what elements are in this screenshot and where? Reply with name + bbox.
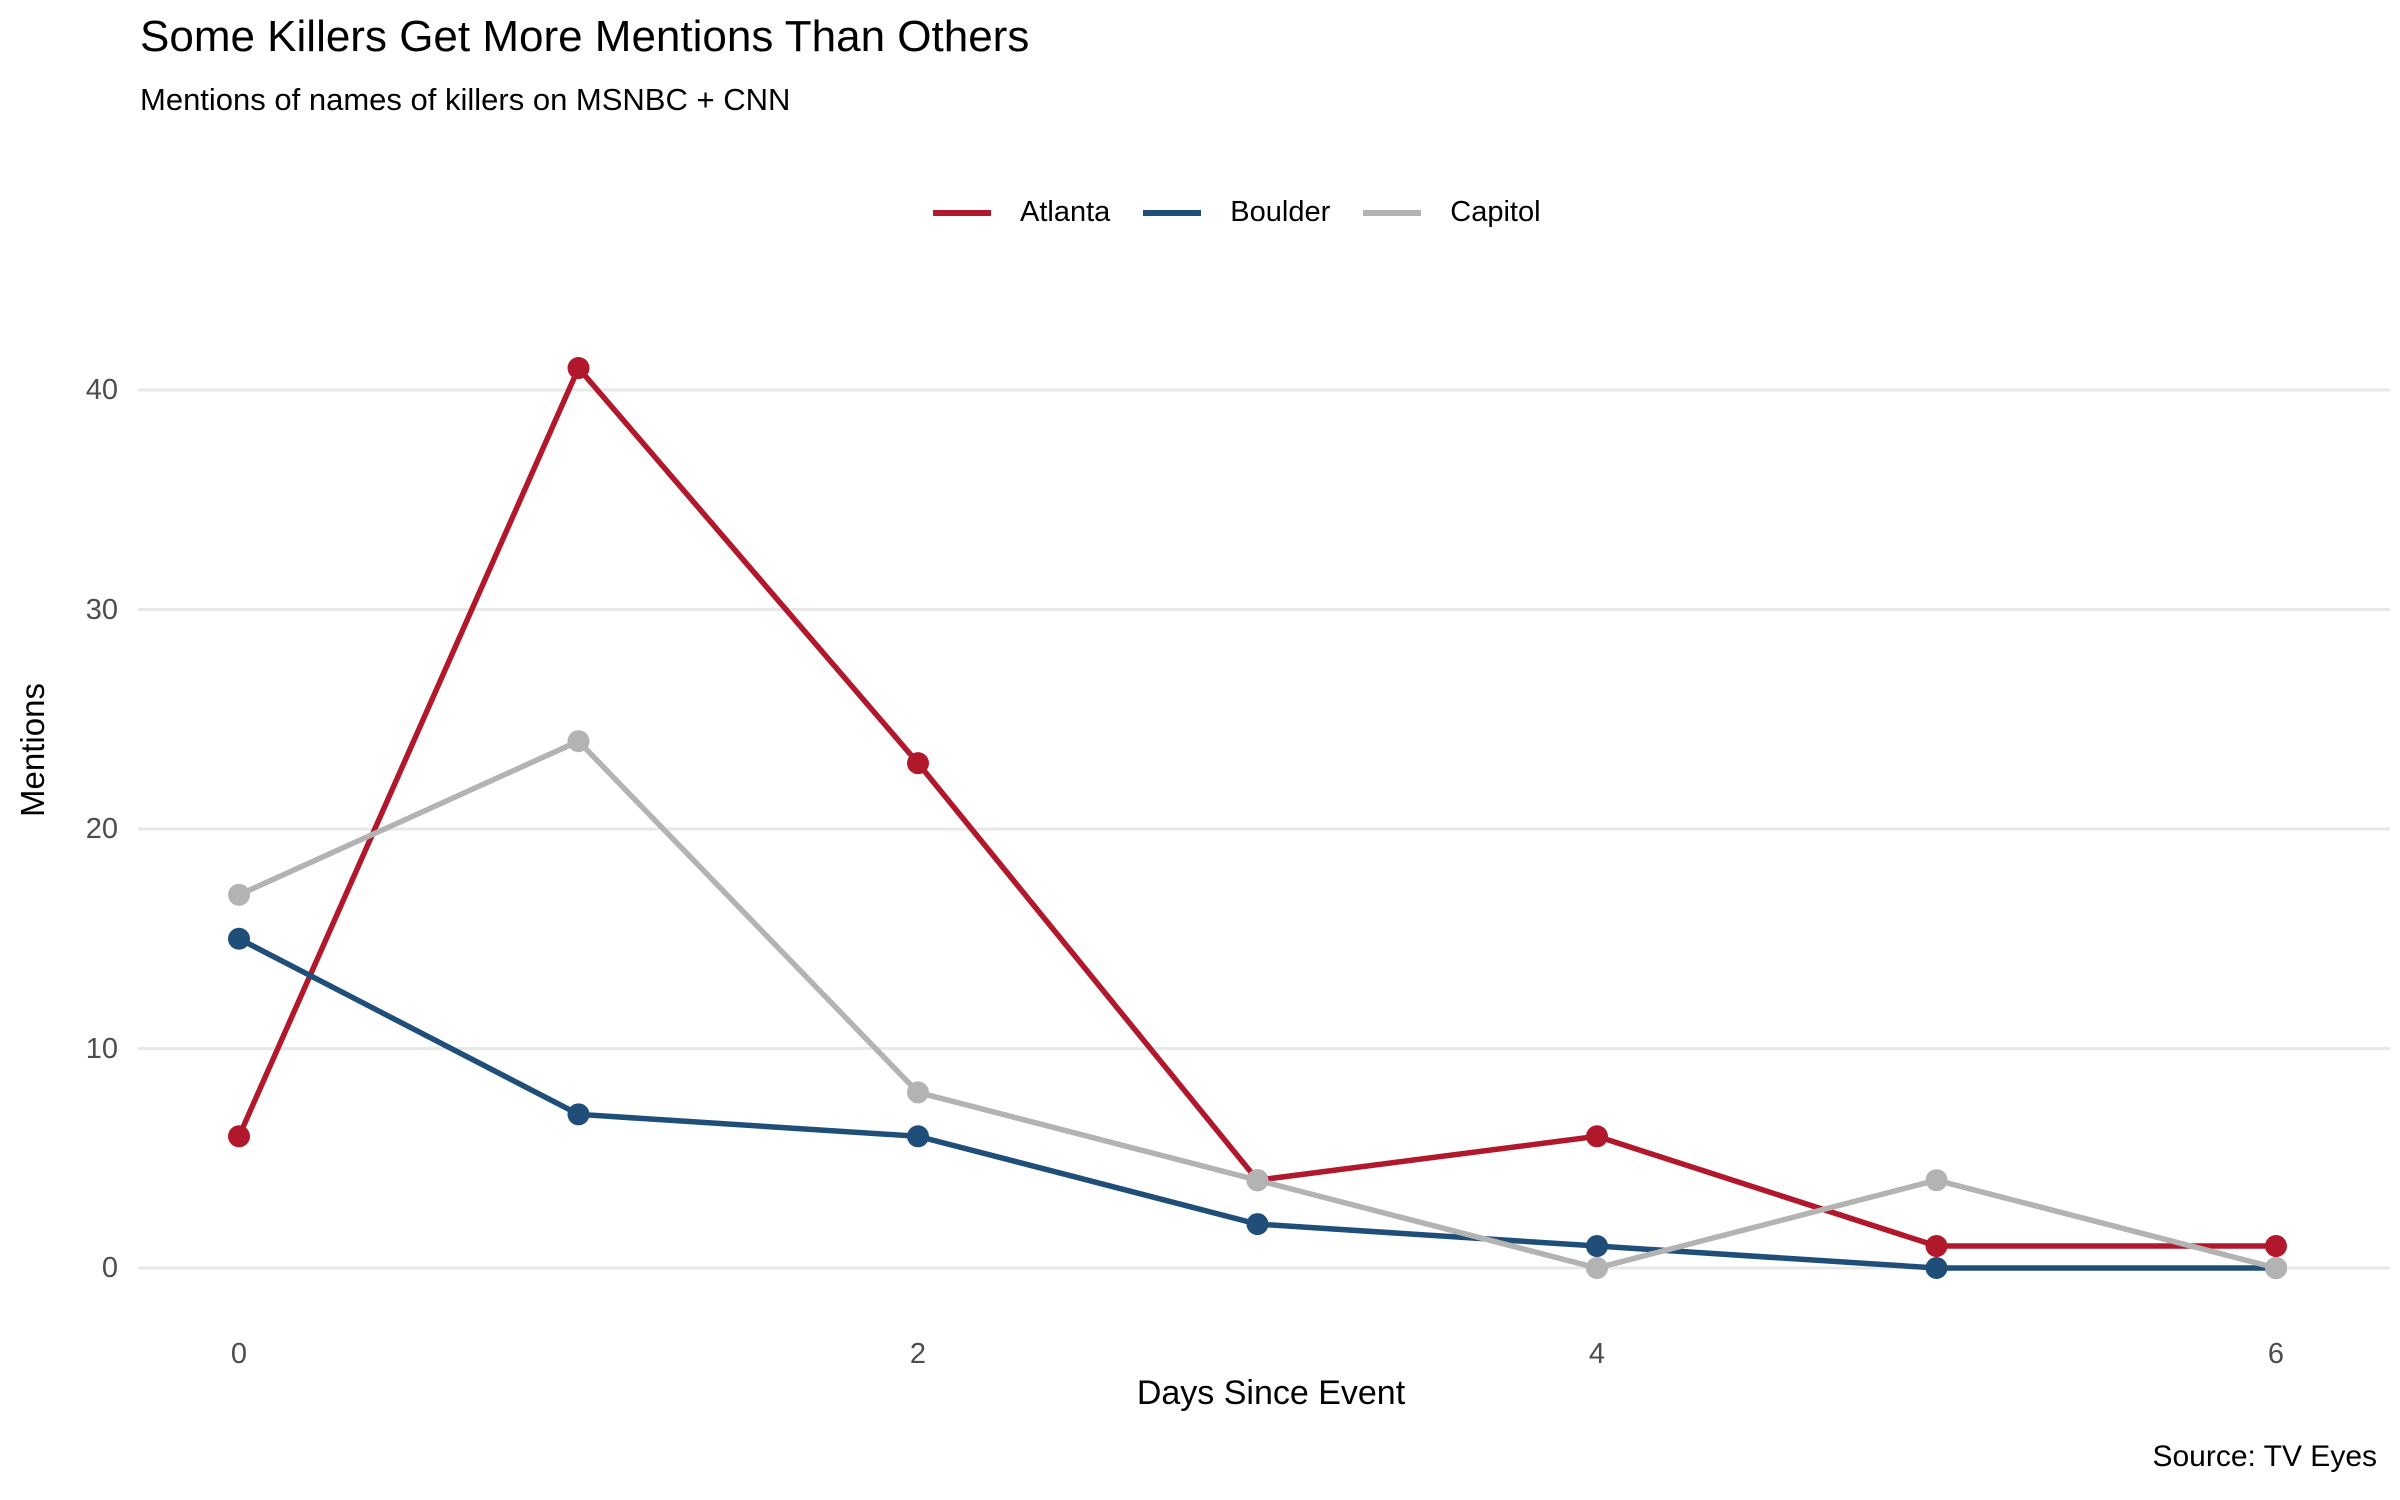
point-atlanta-day4	[1586, 1125, 1608, 1148]
point-capitol-day6	[2265, 1257, 2287, 1279]
point-capitol-day4	[1586, 1257, 1608, 1279]
point-boulder-day4	[1586, 1235, 1608, 1258]
y-axis-title: Mentions	[14, 683, 51, 817]
chart-subtitle: Mentions of names of killers on MSNBC + …	[140, 82, 791, 117]
point-capitol-day3	[1246, 1169, 1269, 1192]
legend-label-atlanta: Atlanta	[1020, 196, 1111, 228]
legend-label-capitol: Capitol	[1450, 196, 1541, 228]
point-boulder-day5	[1925, 1257, 1948, 1279]
x-tick-label-6: 6	[2267, 1338, 2285, 1370]
point-capitol-day0	[228, 883, 250, 906]
legend-swatch-capitol	[1363, 209, 1422, 216]
point-atlanta-day5	[1925, 1235, 1948, 1258]
point-boulder-day2	[907, 1125, 929, 1148]
y-tick-label-30: 30	[85, 593, 118, 626]
point-capitol-day5	[1925, 1169, 1948, 1192]
point-atlanta-day2	[907, 752, 929, 775]
x-tick-label-2: 2	[909, 1338, 927, 1370]
legend-swatch-boulder	[1143, 209, 1202, 216]
legend-item-atlanta: Atlanta	[933, 196, 1110, 229]
source-note: Source: TV Eyes	[2152, 1440, 2377, 1473]
point-boulder-day0	[228, 927, 250, 950]
x-tick-label-4: 4	[1588, 1338, 1606, 1370]
series-line-atlanta	[236, 362, 2276, 1249]
legend-label-boulder: Boulder	[1230, 196, 1331, 228]
point-atlanta-day1	[567, 357, 590, 380]
y-tick-label-10: 10	[85, 1032, 118, 1065]
x-tick-label-0: 0	[230, 1338, 248, 1370]
point-capitol-day1	[567, 730, 590, 753]
y-tick-label-0: 0	[101, 1252, 118, 1284]
point-boulder-day1	[567, 1103, 590, 1126]
legend-item-capitol: Capitol	[1363, 196, 1541, 229]
x-axis-title: Days Since Event	[1136, 1374, 1406, 1412]
legend-swatch-atlanta	[933, 209, 991, 216]
point-boulder-day3	[1246, 1213, 1269, 1236]
point-atlanta-day0	[228, 1125, 250, 1148]
y-tick-label-20: 20	[85, 813, 118, 845]
legend-item-boulder: Boulder	[1143, 196, 1330, 229]
point-capitol-day2	[907, 1081, 929, 1104]
chart-title: Some Killers Get More Mentions Than Othe…	[140, 12, 1030, 61]
point-atlanta-day6	[2265, 1235, 2287, 1258]
legend: Atlanta Boulder Capitol	[933, 196, 1541, 229]
y-tick-label-40: 40	[85, 374, 118, 406]
